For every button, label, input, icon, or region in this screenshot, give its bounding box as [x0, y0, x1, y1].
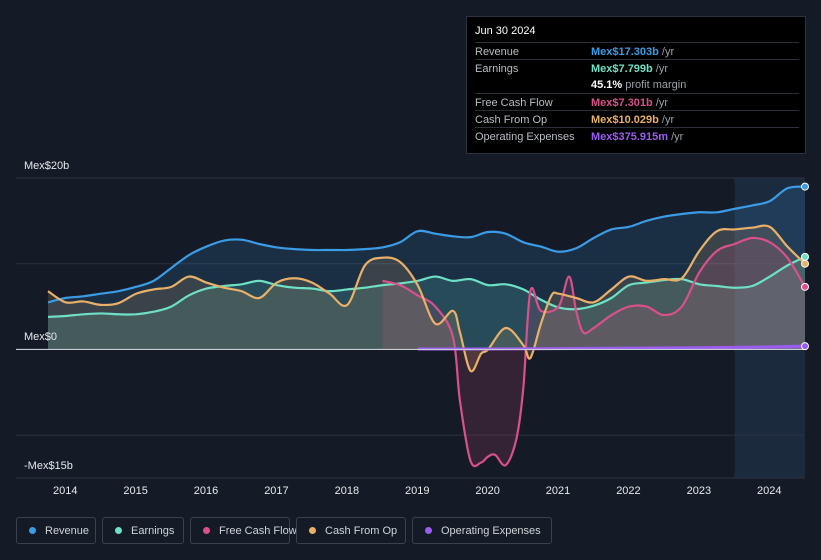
series-endpoints [801, 182, 809, 351]
legend-label: Cash From Op [325, 525, 398, 537]
legend-dot-icon [425, 527, 432, 534]
series-areas [48, 186, 805, 467]
legend-item-cash-from-op[interactable]: Cash From Op [296, 517, 406, 544]
tooltip-row-earnings: Earnings Mex$7.799b/yr [475, 59, 799, 77]
tooltip-value: Mex$7.799b/yr [591, 63, 668, 75]
legend-label: Operating Expenses [441, 525, 541, 537]
legend-dot-icon [203, 527, 210, 534]
x-tick-2022: 2022 [616, 485, 641, 497]
free-cash-flow-line [382, 236, 806, 468]
tooltip-label: Earnings [475, 63, 519, 75]
tooltip-value: Mex$375.915m/yr [591, 131, 684, 143]
x-tick-2018: 2018 [334, 485, 360, 497]
y-label-bottom: -Mex$15b [24, 460, 73, 472]
x-tick-2015: 2015 [123, 485, 148, 497]
legend-item-revenue[interactable]: Revenue [16, 517, 96, 544]
tooltip-label: Cash From Op [475, 114, 548, 126]
tooltip-date: Jun 30 2024 [475, 25, 536, 37]
x-tick-2021: 2021 [545, 485, 571, 497]
cash-from-op-endpoint [801, 259, 809, 268]
revenue-area [48, 186, 805, 350]
tooltip-value: Mex$17.303b/yr [591, 46, 675, 58]
revenue-line [47, 185, 806, 304]
tooltip-row-revenue: Revenue Mex$17.303b/yr [475, 42, 799, 60]
x-tick-2020: 2020 [475, 485, 500, 497]
tooltip-row-free-cash-flow: Free Cash Flow Mex$7.301b/yr [475, 93, 799, 111]
tooltip-value: Mex$7.301b/yr [591, 97, 668, 109]
legend-dot-icon [115, 527, 122, 534]
legend-label: Earnings [131, 525, 175, 537]
y-label-zero: Mex$0 [24, 331, 58, 343]
tooltip-value: 45.1% profit margin [591, 79, 687, 91]
legend-label: Revenue [45, 525, 90, 537]
y-label-top: Mex$20b [24, 160, 70, 172]
data-tooltip: Jun 30 2024 Revenue Mex$17.303b/yr Earning… [466, 16, 806, 154]
x-tick-2017: 2017 [264, 485, 289, 497]
operating-expenses-endpoint [801, 342, 809, 351]
legend-label: Free Cash Flow [219, 525, 297, 537]
x-tick-2023: 2023 [686, 485, 712, 497]
legend-item-earnings[interactable]: Earnings [102, 517, 184, 544]
tooltip-value: Mex$10.029b/yr [591, 114, 675, 126]
earnings-area [48, 256, 805, 350]
earnings-endpoint [801, 252, 809, 261]
cash-from-op-area [48, 225, 805, 372]
tooltip-row-operating-expenses: Operating Expenses Mex$375.915m/yr [475, 127, 799, 145]
gridlines [16, 177, 805, 479]
tooltip-label: Operating Expenses [475, 131, 575, 143]
free-cash-flow-endpoint [801, 282, 809, 291]
legend-dot-icon [29, 527, 36, 534]
legend-item-operating-expenses[interactable]: Operating Expenses [412, 517, 552, 544]
tooltip-row-cash-from-op: Cash From Op Mex$10.029b/yr [475, 110, 799, 128]
revenue-endpoint [801, 182, 809, 191]
legend-dot-icon [309, 527, 316, 534]
cash-from-op-line [47, 224, 806, 373]
x-tick-2024: 2024 [757, 485, 782, 497]
tooltip-label: Free Cash Flow [475, 97, 553, 109]
tooltip-label: Revenue [475, 46, 520, 58]
series-lines [47, 185, 806, 468]
x-tick-2014: 2014 [53, 485, 78, 497]
free-cash-flow-area [382, 237, 805, 467]
tooltip-row-profit-margin: 45.1% profit margin [475, 76, 799, 93]
legend-item-free-cash-flow[interactable]: Free Cash Flow [190, 517, 297, 544]
x-tick-2019: 2019 [405, 485, 430, 497]
x-tick-2016: 2016 [193, 485, 219, 497]
